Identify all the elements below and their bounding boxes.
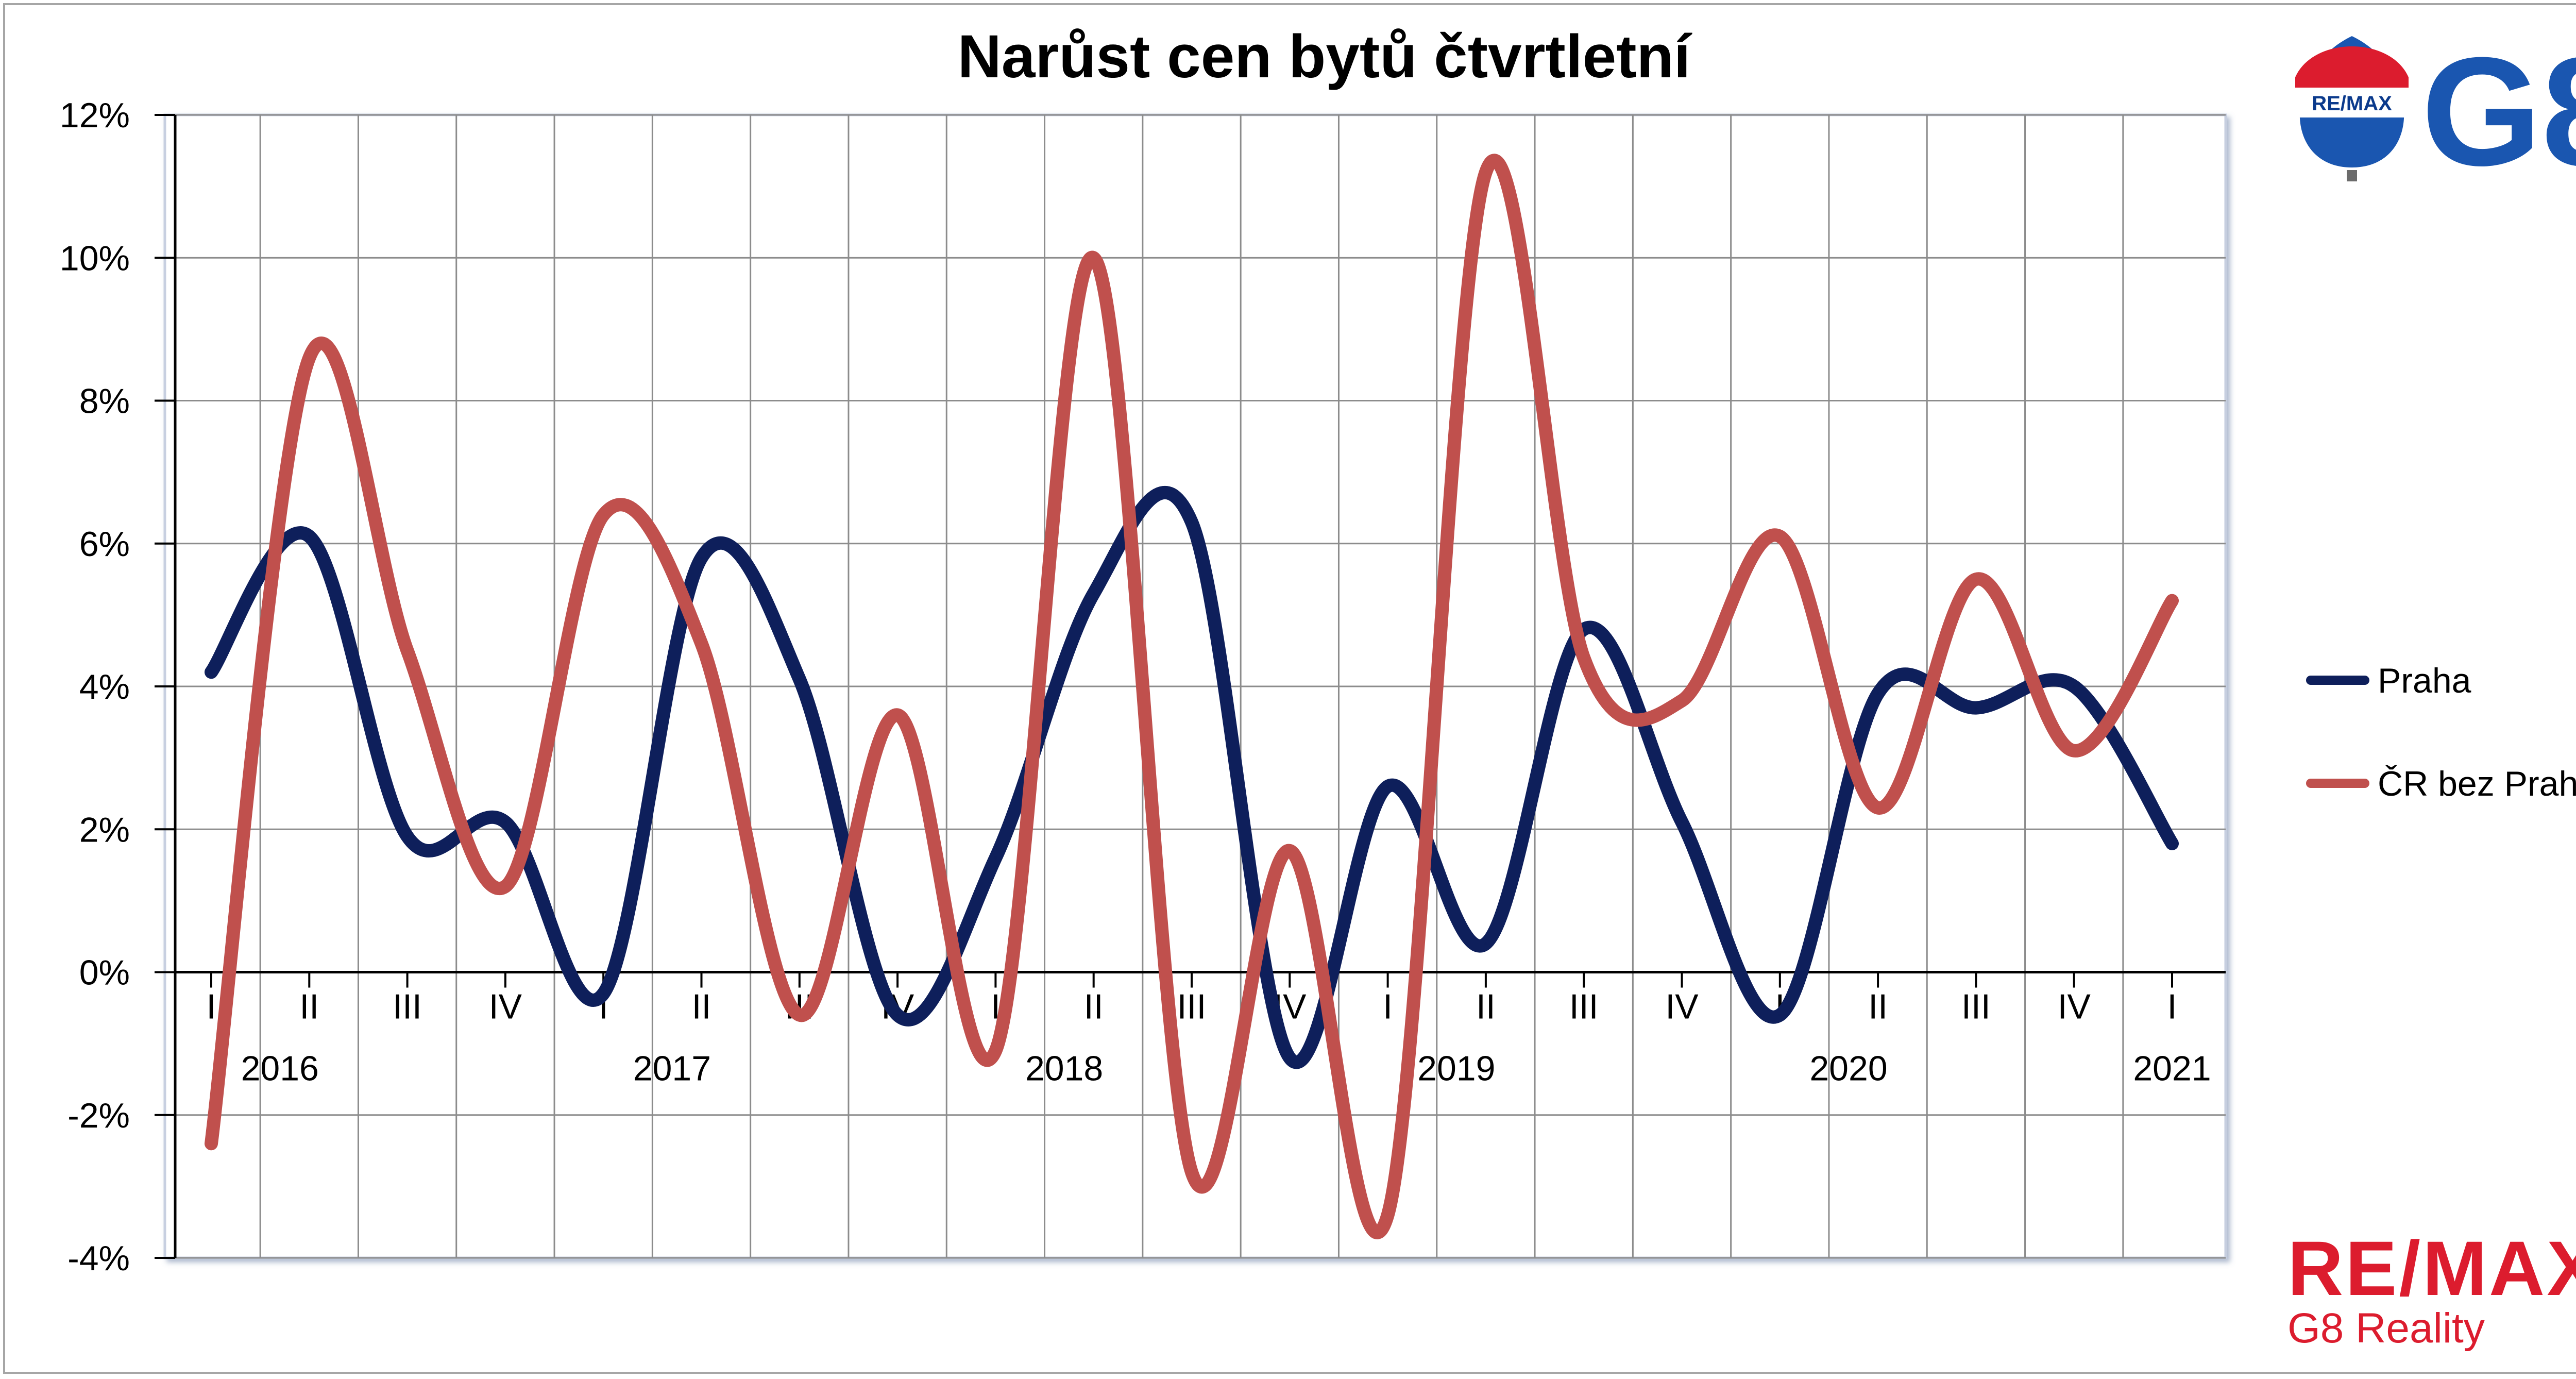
data-point: [602, 513, 605, 516]
data-point: [1974, 707, 1977, 710]
data-point: [2073, 685, 2076, 688]
x-tick-label: IV: [1665, 987, 1699, 1027]
data-point: [1484, 942, 1487, 945]
data-point: [1288, 849, 1291, 852]
data-point: [210, 1142, 213, 1145]
y-tick-label: 2%: [79, 810, 130, 849]
year-label: 2018: [1025, 1049, 1103, 1088]
data-point: [2171, 599, 2174, 602]
data-point: [1974, 578, 1977, 581]
data-point: [1092, 256, 1095, 259]
series-line-cr-bez-prahy: [205, 154, 2179, 1239]
data-point: [2171, 842, 2174, 845]
data-point: [602, 992, 605, 995]
y-tick-label: 6%: [79, 525, 130, 564]
data-point: [1386, 785, 1389, 788]
y-tick-label: 12%: [60, 96, 130, 135]
data-point: [1876, 806, 1879, 810]
data-point: [406, 835, 409, 838]
year-label: 2020: [1809, 1049, 1887, 1088]
x-tick-label: III: [393, 987, 422, 1027]
data-point: [1484, 171, 1487, 174]
y-axis: -4% -2% 0% 2% 4% 6% 8% 10% 12%: [60, 96, 177, 1278]
chart-title: Narůst cen bytů čtvrtletní: [958, 23, 1692, 91]
legend-label-praha: Praha: [2378, 661, 2471, 700]
data-point: [210, 670, 213, 674]
data-point: [504, 820, 507, 823]
legend-label-cr-bez-prahy: ČR bez Prahy: [2378, 764, 2576, 803]
balloon-basket-icon: [2347, 170, 2357, 181]
y-tick-label: 4%: [79, 667, 130, 707]
x-tick-label: III: [1177, 987, 1207, 1027]
year-label: 2021: [2133, 1049, 2211, 1088]
data-point: [1582, 657, 1585, 660]
remax-balloon-logo: RE/MAX: [2292, 36, 2412, 181]
x-tick-label: II: [299, 987, 319, 1027]
remax-logo-text: RE/MAX: [2287, 1225, 2576, 1311]
x-tick-label: II: [692, 987, 711, 1027]
data-point: [2073, 749, 2076, 752]
data-point: [1778, 1014, 1782, 1017]
x-tick-label: II: [1476, 987, 1496, 1027]
data-point: [1876, 692, 1879, 695]
x-tick-label: I: [207, 987, 216, 1027]
balloon-white-band: [2292, 88, 2412, 117]
x-tick-label: IV: [2058, 987, 2091, 1027]
y-tick-label: 10%: [60, 239, 130, 278]
legend: Praha ČR bez Prahy: [2306, 661, 2576, 803]
g8-logo: G8: [2421, 25, 2576, 198]
year-label: 2016: [241, 1049, 319, 1088]
data-point: [700, 642, 703, 645]
x-axis: I II III IV I II III IV I II III IV I II III IV I II III IV…: [175, 971, 2226, 1088]
x-tick-label: II: [1084, 987, 1104, 1027]
balloon-red-band: [2295, 46, 2409, 88]
data-point: [1190, 1171, 1193, 1174]
x-tick-label: I: [1383, 987, 1393, 1027]
series-group: [205, 154, 2179, 1239]
x-tick-label: III: [1569, 987, 1599, 1027]
data-point: [1092, 592, 1095, 595]
data-point: [308, 356, 311, 359]
data-point: [1190, 520, 1193, 524]
x-tick-label: III: [1961, 987, 1991, 1027]
y-tick-label: -4%: [67, 1239, 130, 1278]
year-label: 2017: [633, 1049, 711, 1088]
data-point: [994, 1049, 997, 1052]
data-point: [1681, 699, 1684, 702]
data-point: [700, 556, 703, 559]
x-tick-label: IV: [489, 987, 522, 1027]
x-tick-label: II: [1868, 987, 1888, 1027]
data-point: [406, 649, 409, 652]
data-point: [994, 856, 997, 860]
data-point: [1681, 820, 1684, 823]
data-point: [1778, 535, 1782, 538]
data-point: [504, 885, 507, 888]
data-point: [308, 535, 311, 538]
y-tick-label: -2%: [67, 1096, 130, 1135]
x-tick-label: I: [2167, 987, 2177, 1027]
year-label: 2019: [1417, 1049, 1495, 1088]
y-tick-label: 0%: [79, 953, 130, 993]
balloon-label: RE/MAX: [2312, 92, 2392, 115]
data-point: [1288, 1056, 1291, 1060]
series-line-praha: [205, 486, 2179, 1069]
data-point: [798, 1014, 801, 1017]
data-point: [798, 678, 801, 681]
remax-logo-subtitle: G8 Reality: [2287, 1305, 2485, 1352]
data-point: [896, 713, 899, 716]
data-point: [1386, 1214, 1389, 1217]
y-tick-label: 8%: [79, 382, 130, 421]
data-point: [896, 1014, 899, 1017]
